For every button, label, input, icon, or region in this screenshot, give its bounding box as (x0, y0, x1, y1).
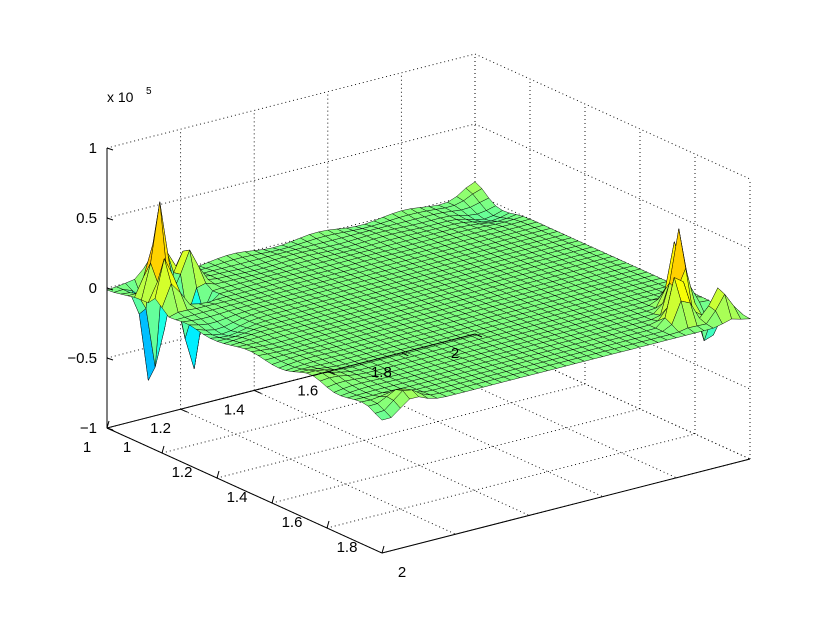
y-axis-line (106, 333, 476, 429)
y-tick-label: 1.2 (150, 420, 171, 437)
y-axis-line-right (381, 458, 751, 554)
tick-marks (106, 147, 483, 554)
tick-labels: −1 −0.5 0 0.5 1 1 1.2 1.4 1.6 1.8 2 1 1.2 1.4 1.6 1.8 2 (67, 140, 459, 581)
x-tick-mark (161, 445, 165, 454)
grid-line-floor-x (271, 408, 641, 504)
x-tick-label: 1 (123, 439, 131, 456)
y-tick-mark (254, 389, 262, 394)
surface-patch (374, 410, 392, 421)
y-tick-mark (401, 352, 409, 357)
z-tick-mark (106, 357, 114, 361)
y-tick-label: 2 (451, 345, 459, 362)
axes-box (106, 148, 751, 554)
x-tick-mark (271, 495, 275, 504)
grid-line-floor-x (216, 383, 586, 479)
x-tick-mark (326, 520, 330, 529)
z-tick-mark (106, 217, 114, 221)
grid-line-z-back (474, 53, 751, 180)
y-tick-label: 1.8 (371, 364, 392, 381)
z-exponent-label: x 10 (107, 89, 134, 105)
z-tick-label: 1 (89, 140, 97, 157)
x-tick-label: 1.6 (282, 514, 303, 531)
z-exponent-base: x 10 (107, 89, 134, 105)
y-tick-label: 1.6 (297, 383, 318, 400)
x-tick-mark (216, 470, 220, 479)
x-axis-line (106, 427, 383, 554)
x-tick-label: 2 (398, 564, 406, 581)
z-tick-mark (106, 287, 114, 291)
z-tick-label: 0.5 (76, 210, 97, 227)
grid-line-z-left (106, 123, 476, 219)
y-tick-mark (180, 408, 188, 413)
x-tick-label: 1.2 (172, 464, 193, 481)
y-tick-mark (474, 333, 483, 338)
y-tick-label: 1.4 (224, 401, 245, 418)
grid-line-z-left (106, 53, 476, 149)
x-tick-label: 1.8 (337, 539, 358, 556)
y-tick-mark (327, 371, 335, 376)
z-tick-label: −1 (80, 420, 97, 437)
y-tick-label: 1 (83, 439, 91, 456)
z-tick-label: −0.5 (67, 350, 97, 367)
grid-line-floor-y (180, 408, 456, 535)
z-exponent-power: 5 (146, 86, 152, 97)
z-tick-mark (106, 147, 114, 151)
z-tick-label: 0 (89, 280, 97, 297)
grid-line-floor-x (326, 433, 696, 529)
x-tick-label: 1.4 (227, 489, 248, 506)
surface-mesh (106, 181, 751, 421)
x-tick-mark (381, 545, 385, 554)
y-tick-mark (106, 427, 115, 432)
x-tick-mark (106, 420, 110, 429)
